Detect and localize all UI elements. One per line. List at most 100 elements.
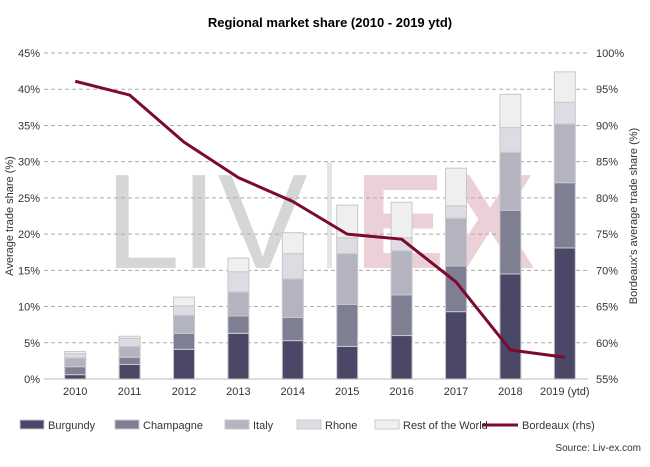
- bar-italy-2014: [282, 279, 303, 317]
- x-tick-label: 2011: [118, 386, 142, 398]
- bar-italy-2019: [554, 124, 575, 183]
- bar-rhone-2018: [500, 128, 521, 153]
- y-tick-label: 45%: [18, 48, 40, 60]
- y2-axis-label: Bordeaux's average trade share (%): [628, 128, 640, 304]
- legend-label: Rest of the World: [403, 420, 488, 432]
- x-tick-label: 2019 (ytd): [540, 386, 590, 398]
- bar-burgundy-2010: [65, 375, 86, 379]
- liv-ex-watermark: LIVEX: [105, 146, 535, 297]
- legend: Burgundy Champagne Italy Rhone Rest of the W…: [20, 420, 595, 432]
- legend-item-rhone: Rhone: [297, 420, 357, 432]
- y2-tick-label: 75%: [596, 229, 618, 241]
- bar-champagne-2012: [174, 333, 195, 349]
- bar-burgundy-2016: [391, 336, 412, 379]
- y2-tick-label: 65%: [596, 302, 618, 314]
- x-tick-label: 2012: [172, 386, 196, 398]
- x-tick-label: 2017: [444, 386, 468, 398]
- bar-italy-2016: [391, 251, 412, 295]
- legend-label: Champagne: [143, 420, 203, 432]
- x-tick-label: 2015: [335, 386, 359, 398]
- y-tick-label: 0%: [24, 374, 40, 386]
- y-axis-label: Average trade share (%): [4, 156, 16, 276]
- legend-swatch: [115, 420, 139, 429]
- legend-label: Bordeaux (rhs): [522, 420, 595, 432]
- bar-champagne-2019: [554, 183, 575, 248]
- bar-burgundy-2013: [228, 333, 249, 379]
- bar-italy-2012: [174, 315, 195, 333]
- legend-item-burgundy: Burgundy: [20, 420, 96, 432]
- bar-rhone-2014: [282, 254, 303, 279]
- y-tick-label: 5%: [24, 338, 40, 350]
- bar-rest-of-the-world-2017: [446, 168, 467, 206]
- bar-rest-of-the-world-2013: [228, 258, 249, 272]
- y-tick-label: 25%: [18, 193, 40, 205]
- y-tick-label: 40%: [18, 84, 40, 96]
- chart-title: Regional market share (2010 - 2019 ytd): [208, 15, 452, 30]
- legend-item-italy: Italy: [225, 420, 274, 432]
- bar-italy-2013: [228, 292, 249, 316]
- legend-label: Italy: [253, 420, 274, 432]
- y-tick-label: 15%: [18, 265, 40, 277]
- bar-rhone-2015: [337, 238, 358, 254]
- bar-champagne-2018: [500, 210, 521, 274]
- y2-tick-label: 100%: [596, 48, 624, 60]
- x-tick-label: 2010: [63, 386, 87, 398]
- y-tick-label: 20%: [18, 229, 40, 241]
- watermark-liv: LIV: [105, 146, 308, 297]
- legend-item-bordeaux-rhs-: Bordeaux (rhs): [482, 420, 595, 432]
- y-tick-label: 35%: [18, 120, 40, 132]
- x-tick-label: 2013: [226, 386, 250, 398]
- legend-label: Rhone: [325, 420, 357, 432]
- bar-rhone-2010: [65, 354, 86, 358]
- y2-tick-label: 95%: [596, 84, 618, 96]
- bar-rest-of-the-world-2019: [554, 72, 575, 102]
- bar-rest-of-the-world-2010: [65, 351, 86, 353]
- y2-tick-label: 80%: [596, 193, 618, 205]
- bar-italy-2015: [337, 254, 358, 305]
- y2-tick-label: 55%: [596, 374, 618, 386]
- bar-champagne-2011: [119, 357, 140, 364]
- legend-swatch: [225, 420, 249, 429]
- x-tick-label: 2014: [281, 386, 305, 398]
- bar-italy-2018: [500, 152, 521, 210]
- legend-label: Burgundy: [48, 420, 96, 432]
- bar-burgundy-2011: [119, 365, 140, 379]
- bar-italy-2017: [446, 218, 467, 266]
- bar-rhone-2012: [174, 306, 195, 315]
- bar-burgundy-2019: [554, 248, 575, 379]
- source-note: Source: Liv-ex.com: [555, 443, 641, 454]
- y2-tick-label: 85%: [596, 157, 618, 169]
- legend-item-champagne: Champagne: [115, 420, 203, 432]
- bar-rhone-2017: [446, 206, 467, 218]
- bar-burgundy-2012: [174, 349, 195, 379]
- bar-italy-2011: [119, 346, 140, 357]
- bar-rest-of-the-world-2018: [500, 94, 521, 127]
- bar-rhone-2019: [554, 102, 575, 124]
- legend-item-rest-of-the-world: Rest of the World: [375, 420, 488, 432]
- bar-burgundy-2017: [446, 312, 467, 379]
- legend-swatch: [375, 420, 399, 429]
- watermark-divider: [327, 162, 332, 268]
- y-tick-label: 10%: [18, 302, 40, 314]
- bar-rest-of-the-world-2011: [119, 336, 140, 338]
- bar-rest-of-the-world-2016: [391, 202, 412, 237]
- bar-rest-of-the-world-2014: [282, 233, 303, 254]
- y-tick-label: 30%: [18, 157, 40, 169]
- y2-tick-label: 70%: [596, 265, 618, 277]
- bar-champagne-2014: [282, 317, 303, 340]
- legend-swatch: [297, 420, 321, 429]
- x-tick-label: 2016: [389, 386, 413, 398]
- bar-champagne-2010: [65, 367, 86, 375]
- y2-tick-label: 60%: [596, 338, 618, 350]
- y2-tick-label: 90%: [596, 120, 618, 132]
- bar-rest-of-the-world-2012: [174, 297, 195, 306]
- bar-champagne-2016: [391, 295, 412, 336]
- bar-rhone-2013: [228, 272, 249, 292]
- bar-burgundy-2018: [500, 274, 521, 379]
- bar-champagne-2015: [337, 304, 358, 346]
- bar-burgundy-2014: [282, 341, 303, 379]
- bar-champagne-2013: [228, 316, 249, 333]
- x-tick-label: 2018: [498, 386, 522, 398]
- bar-italy-2010: [65, 358, 86, 367]
